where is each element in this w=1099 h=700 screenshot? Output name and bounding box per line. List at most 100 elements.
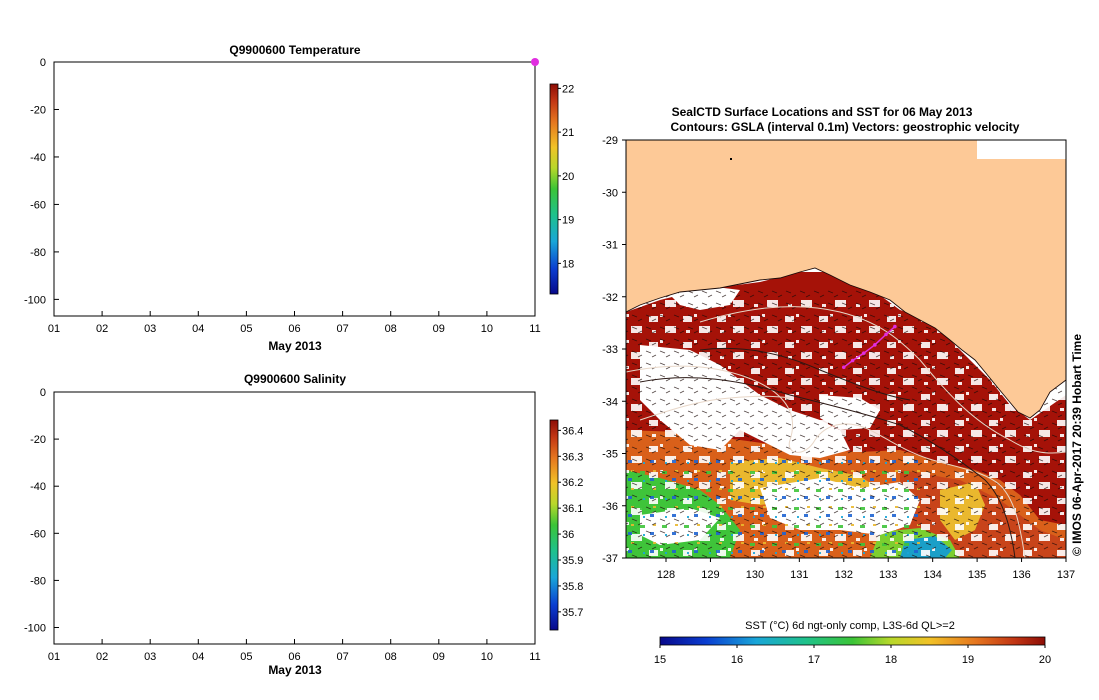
map-y-tick-label: -31 bbox=[602, 240, 618, 252]
map-x-tick-label: 128 bbox=[657, 569, 675, 581]
p1-y-tick-label: -100 bbox=[24, 294, 46, 306]
land-australia bbox=[626, 140, 1066, 419]
p2-colorbar-tick-label: 35.8 bbox=[562, 581, 583, 593]
p2-x-tick-label: 11 bbox=[529, 651, 540, 663]
p2-x-tick-label: 04 bbox=[192, 651, 204, 663]
seal-track-point bbox=[861, 351, 866, 355]
p2-x-tick-label: 09 bbox=[433, 651, 445, 663]
p2-y-tick-label: -40 bbox=[30, 481, 46, 493]
sst-colorbar-ticks: 15 16 17 18 19 20 bbox=[654, 645, 1051, 666]
sst-map-x-axis: 128 129 130 131 132 133 134 135 136 137 bbox=[657, 558, 1075, 581]
salinity-plot-title: Q9900600 Salinity bbox=[244, 372, 346, 386]
map-y-tick-label: -32 bbox=[602, 292, 618, 304]
p1-x-tick-label: 08 bbox=[385, 323, 397, 335]
p2-colorbar-tick-label: 36.4 bbox=[562, 425, 583, 437]
map-x-tick-label: 134 bbox=[923, 569, 941, 581]
p1-x-tick-label: 07 bbox=[336, 323, 348, 335]
p1-x-tick-label: 05 bbox=[240, 323, 252, 335]
seal-track-point bbox=[873, 343, 877, 347]
salinity-x-label: May 2013 bbox=[268, 663, 322, 677]
map-x-tick-label: 133 bbox=[879, 569, 897, 581]
map-y-tick-label: -33 bbox=[602, 344, 618, 356]
land-speck bbox=[730, 158, 732, 160]
sst-colorbar-tick-label: 16 bbox=[731, 654, 743, 666]
p2-y-tick-label: -60 bbox=[30, 528, 46, 540]
p1-y-tick-label: 0 bbox=[40, 57, 46, 69]
map-x-tick-label: 135 bbox=[968, 569, 986, 581]
map-y-tick-label: -35 bbox=[602, 449, 618, 461]
p1-x-tick-label: 01 bbox=[48, 323, 60, 335]
seal-track bbox=[841, 324, 897, 370]
p2-x-tick-label: 02 bbox=[96, 651, 108, 663]
p1-x-tick-label: 03 bbox=[144, 323, 156, 335]
salinity-y-axis: 0 -20 -40 -60 -80 -100 bbox=[24, 387, 59, 635]
salinity-colorbar bbox=[549, 419, 559, 631]
sst-map-y-axis: -29 -30 -31 -32 -33 -34 -35 -36 -37 bbox=[602, 135, 626, 565]
salinity-plot-area bbox=[53, 391, 536, 645]
sst-colorbar bbox=[659, 636, 1046, 646]
p2-colorbar-tick-label: 36.1 bbox=[562, 503, 583, 515]
map-y-tick-label: -30 bbox=[602, 187, 618, 199]
sst-colorbar-tick-label: 20 bbox=[1039, 654, 1051, 666]
map-x-tick-label: 132 bbox=[835, 569, 853, 581]
p2-colorbar-tick-label: 36.2 bbox=[562, 477, 583, 489]
p1-x-tick-label: 02 bbox=[96, 323, 108, 335]
p1-y-tick-label: -20 bbox=[30, 104, 46, 116]
p1-colorbar-tick-label: 18 bbox=[562, 258, 574, 270]
temperature-plot-area bbox=[53, 61, 536, 317]
sst-colorbar-tick-label: 15 bbox=[654, 654, 666, 666]
seal-track-line bbox=[843, 325, 896, 368]
salinity-x-axis: 01 02 03 04 05 06 07 08 09 10 11 bbox=[48, 639, 541, 663]
p1-colorbar-tick-label: 22 bbox=[562, 83, 574, 95]
map-y-tick-label: -29 bbox=[602, 135, 618, 147]
sst-colorbar-tick-label: 18 bbox=[885, 654, 897, 666]
sst-map-title-line1: SealCTD Surface Locations and SST for 06… bbox=[672, 105, 973, 119]
map-x-tick-label: 136 bbox=[1012, 569, 1030, 581]
p2-y-tick-label: -80 bbox=[30, 575, 46, 587]
map-y-tick-label: -36 bbox=[602, 501, 618, 513]
temperature-y-axis: 0 -20 -40 -60 -80 -100 bbox=[24, 57, 59, 306]
p1-x-tick-label: 06 bbox=[288, 323, 300, 335]
seal-track-point bbox=[841, 365, 846, 370]
p2-x-tick-label: 07 bbox=[336, 651, 348, 663]
temperature-points bbox=[531, 58, 539, 66]
map-x-tick-label: 129 bbox=[701, 569, 719, 581]
temperature-colorbar-ticks: 22 21 20 19 18 bbox=[558, 83, 574, 270]
temperature-data-point bbox=[531, 58, 539, 66]
p2-x-tick-label: 10 bbox=[481, 651, 493, 663]
no-data-notch bbox=[977, 140, 1066, 159]
p2-colorbar-tick-label: 35.7 bbox=[562, 607, 583, 619]
p2-x-tick-label: 05 bbox=[240, 651, 252, 663]
temperature-plot-title: Q9900600 Temperature bbox=[229, 43, 361, 57]
gsla-contour-dark-2 bbox=[699, 347, 911, 401]
p2-y-tick-label: -20 bbox=[30, 434, 46, 446]
p1-colorbar-tick-label: 19 bbox=[562, 215, 574, 227]
map-y-tick-label: -34 bbox=[602, 396, 618, 408]
seal-track-point bbox=[893, 324, 897, 329]
map-x-tick-label: 131 bbox=[790, 569, 808, 581]
salinity-colorbar-ticks: 36.4 36.3 36.2 36.1 36 35.9 35.8 35.7 bbox=[558, 425, 583, 619]
imos-watermark: © IMOS 06-Apr-2017 20:39 Hobart Time bbox=[1070, 334, 1084, 556]
temperature-x-axis: 01 02 03 04 05 06 07 08 09 10 11 bbox=[48, 311, 541, 335]
temperature-plot: Q9900600 Temperature 01 02 03 04 05 06 07 08 09 1… bbox=[24, 43, 574, 353]
p1-x-tick-label: 11 bbox=[529, 323, 540, 335]
p1-colorbar-tick-label: 21 bbox=[562, 127, 574, 139]
sst-colorbar-label: SST (°C) 6d ngt-only comp, L3S-6d QL>=2 bbox=[745, 620, 955, 632]
p1-x-tick-label: 10 bbox=[481, 323, 493, 335]
sst-colorbar-tick-label: 19 bbox=[962, 654, 974, 666]
p1-y-tick-label: -40 bbox=[30, 152, 46, 164]
p2-colorbar-tick-label: 36 bbox=[562, 529, 574, 541]
p1-x-tick-label: 04 bbox=[192, 323, 204, 335]
temperature-x-label: May 2013 bbox=[268, 339, 322, 353]
temperature-colorbar bbox=[549, 83, 559, 295]
seal-track-point bbox=[850, 358, 855, 363]
gsla-contour-dark bbox=[639, 377, 1016, 558]
seal-track-point bbox=[884, 332, 888, 337]
gsla-contour-light-2 bbox=[626, 365, 1026, 558]
p2-y-tick-label: -100 bbox=[24, 623, 46, 635]
p2-colorbar-tick-label: 35.9 bbox=[562, 555, 583, 567]
gsla-contour-light bbox=[699, 306, 1066, 454]
p2-x-tick-label: 08 bbox=[385, 651, 397, 663]
p2-x-tick-label: 06 bbox=[288, 651, 300, 663]
